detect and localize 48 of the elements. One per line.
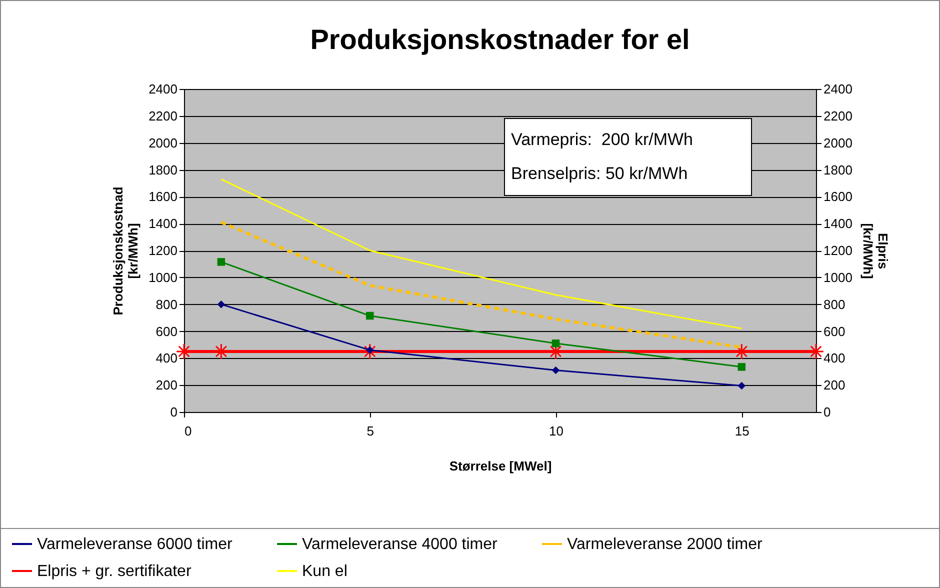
- y-tick-label: 1800: [148, 162, 178, 178]
- y2-tick-label: 2200: [824, 108, 852, 124]
- y2-tick-label: 1000: [824, 270, 852, 285]
- point: [366, 346, 374, 354]
- x-tick-label: 10: [549, 424, 564, 438]
- y-tick-label: 0: [170, 404, 178, 420]
- legend-label: Varmeleveranse 2000 timer: [567, 536, 764, 553]
- y2-tick-label: 800: [824, 296, 846, 312]
- x-tick-label: 0: [184, 424, 192, 438]
- point: [738, 382, 746, 390]
- x-tick-label: 5: [366, 424, 374, 438]
- point: [738, 363, 746, 371]
- point: [366, 312, 374, 320]
- y-tick-label: 400: [156, 350, 178, 366]
- text-box: Varmepris: 200 kr/MWh Brenselpris: 50 kr/MWh: [504, 118, 752, 196]
- y2-tick-label: 200: [824, 378, 846, 393]
- y2-tick-label: 1200: [824, 243, 852, 258]
- y-tick-label: 600: [156, 324, 178, 339]
- y2-tick-label: 600: [824, 324, 846, 339]
- point: [552, 366, 560, 374]
- y-tick-label: 1000: [148, 270, 178, 285]
- point: [217, 300, 226, 308]
- legend-label: Varmeleveranse 6000 timer: [37, 536, 234, 553]
- y2-tick-label: 400: [824, 350, 846, 366]
- y2-axis-title: Elpris [kr/MWh]: [860, 223, 890, 279]
- point: [217, 258, 226, 266]
- y2-tick-label: 1600: [824, 189, 852, 204]
- y-tick-label: 1200: [148, 243, 178, 258]
- legend-label: Kun el: [302, 563, 348, 580]
- y2-tick-label: 0: [824, 404, 831, 420]
- y-axis-title: Produksjonskostnad [kr/MWh]: [110, 186, 141, 316]
- y2-tick-label: 2400: [824, 82, 852, 96]
- y-tick-label: 2400: [148, 82, 178, 96]
- legend-label: Varmeleveranse 4000 timer: [302, 536, 498, 553]
- y-tick-label: 2000: [148, 135, 178, 150]
- x-tick-label: 15: [734, 424, 750, 438]
- y-tick-label: 200: [156, 378, 178, 393]
- y-tick-label: 2200: [148, 108, 178, 124]
- y2-tick-label: 1800: [824, 162, 852, 178]
- point: [552, 339, 560, 348]
- y-tick-label: 1400: [148, 216, 178, 232]
- y2-tick-label: 2000: [824, 135, 852, 150]
- chart-title: Produksjonskostnader for el: [310, 24, 690, 55]
- y2-tick-label: 1400: [824, 216, 852, 232]
- y-tick-label: 1600: [148, 189, 178, 204]
- y-tick-label: 800: [156, 296, 178, 312]
- legend-label: Elpris + gr. sertifikater: [37, 563, 192, 580]
- x-axis-title: Størrelse [MWel]: [449, 458, 552, 474]
